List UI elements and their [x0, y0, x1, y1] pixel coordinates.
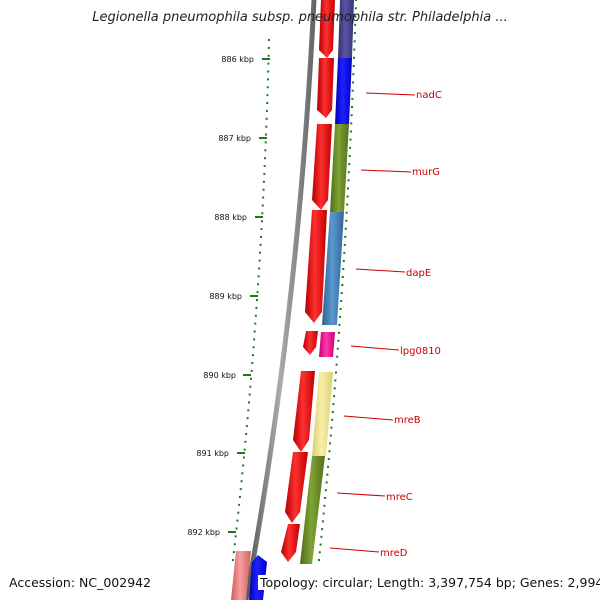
gene-block-top[interactable]: [338, 0, 354, 58]
map-title: Legionella pneumophila subsp. pneumophil…: [92, 10, 508, 25]
gene-block-nadC[interactable]: [335, 58, 352, 124]
gene-label-lines: [329, 92, 416, 553]
label-line-dapE: [355, 268, 406, 273]
label-line-mreC: [336, 492, 386, 497]
gene-block-murG[interactable]: [330, 124, 349, 212]
gene-label-nadC[interactable]: nadC: [416, 90, 442, 101]
gene-block-lpg0810[interactable]: [319, 332, 335, 357]
gene-label-mreC[interactable]: mreC: [386, 492, 413, 503]
ruler-ticks: 886 kbp 887 kbp 888 kbp 889 kbp 890 kbp …: [187, 55, 270, 537]
reverse-strand-features: [281, 0, 335, 562]
gene-label-mreB[interactable]: mreB: [394, 415, 421, 426]
gene-block-dapE[interactable]: [322, 212, 344, 325]
label-line-lpg0810: [350, 345, 400, 351]
gene-label-mreD[interactable]: mreD: [380, 548, 408, 559]
cds-feature[interactable]: [303, 331, 318, 355]
gene-label-murG[interactable]: murG: [412, 167, 440, 178]
cds-feature[interactable]: [317, 58, 334, 118]
label-line-nadC: [365, 92, 416, 96]
ruler-label-891: 891 kbp: [196, 449, 229, 458]
ruler-label-890: 890 kbp: [203, 371, 236, 380]
cds-feature[interactable]: [305, 210, 327, 323]
ruler-label-889: 889 kbp: [209, 292, 242, 301]
gene-labels: nadC murG dapE lpg0810 mreB mreC mreD: [380, 90, 442, 559]
ruler-dots: [232, 39, 270, 561]
ruler-label-888: 888 kbp: [214, 213, 247, 222]
ruler-label-886: 886 kbp: [221, 55, 254, 64]
cds-feature[interactable]: [293, 371, 315, 452]
backbone-ring: [243, 0, 317, 600]
cds-feature[interactable]: [312, 124, 332, 210]
ruler-label-892: 892 kbp: [187, 528, 220, 537]
topology-text: Topology: circular; Length: 3,397,754 bp…: [258, 575, 600, 590]
label-line-mreB: [343, 415, 394, 421]
outer-ruler-dots: [318, 0, 357, 561]
gene-label-lpg0810[interactable]: lpg0810: [400, 346, 441, 357]
label-line-mreD: [329, 547, 380, 553]
cds-feature[interactable]: [231, 551, 251, 600]
gene-block-mreC[interactable]: [300, 456, 325, 564]
forward-strand-features: [300, 0, 354, 564]
gene-label-dapE[interactable]: dapE: [406, 268, 431, 279]
cds-feature[interactable]: [281, 524, 300, 562]
ruler-label-887: 887 kbp: [218, 134, 251, 143]
cds-feature[interactable]: [285, 452, 308, 523]
label-line-murG: [360, 169, 412, 173]
accession-text: Accession: NC_002942: [9, 575, 152, 590]
cds-feature[interactable]: [319, 0, 335, 58]
gene-block-mreB[interactable]: [312, 372, 333, 456]
